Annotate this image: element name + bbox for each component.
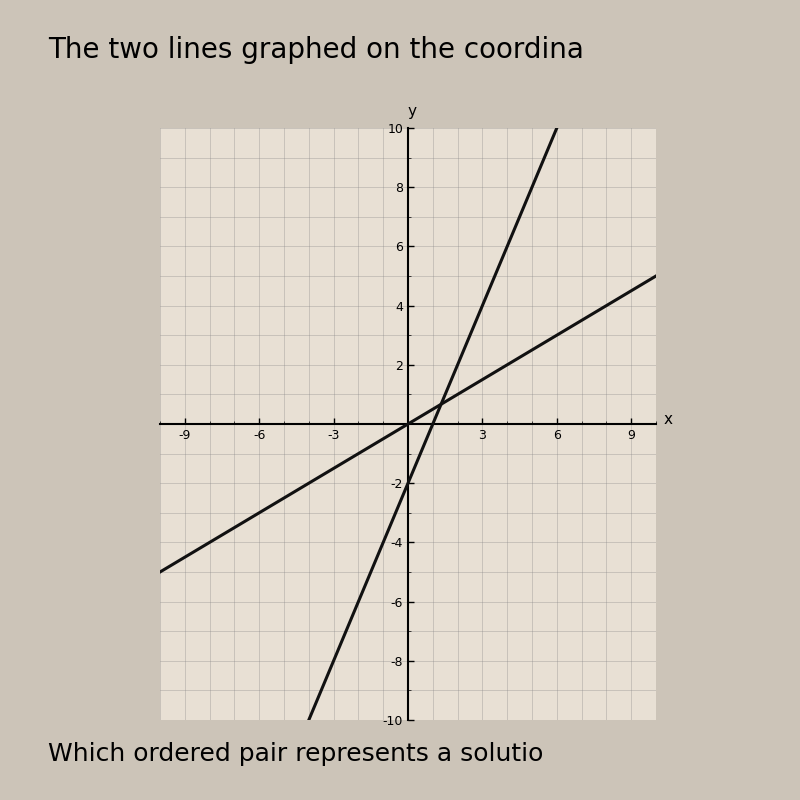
Text: x: x	[663, 412, 673, 427]
Text: The two lines graphed on the coordina: The two lines graphed on the coordina	[48, 36, 584, 64]
Text: y: y	[407, 104, 416, 119]
Text: Which ordered pair represents a solutio: Which ordered pair represents a solutio	[48, 742, 543, 766]
